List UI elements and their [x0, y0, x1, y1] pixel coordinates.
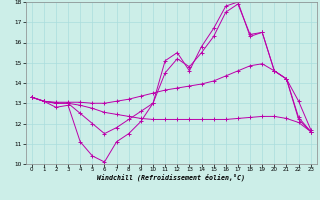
X-axis label: Windchill (Refroidissement éolien,°C): Windchill (Refroidissement éolien,°C)	[97, 174, 245, 181]
